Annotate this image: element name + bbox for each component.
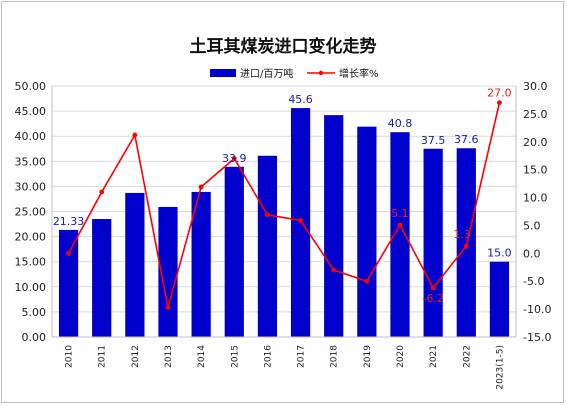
line-point	[198, 184, 204, 190]
bar	[390, 132, 410, 337]
legend-bar-label: 进口/百万吨	[240, 67, 293, 80]
line-point	[331, 267, 337, 273]
x-tick-label: 2015	[230, 345, 240, 368]
y-left-tick-label: 30.00	[15, 180, 47, 193]
line-point	[430, 285, 436, 291]
x-tick-label: 2020	[396, 345, 406, 368]
x-tick-label: 2021	[429, 345, 439, 368]
data-labels: 21.33 33.9 45.6 40.8 37.5 37.6 15.0 5.1 -6.2 1.3 2…	[53, 87, 512, 305]
bar	[224, 166, 244, 337]
y-right-tick-label: 20.0	[523, 136, 548, 149]
x-tick-label: 2016	[263, 345, 273, 368]
line-point	[497, 100, 502, 106]
y-left-tick-label: 35.00	[15, 155, 47, 168]
bars	[58, 108, 510, 337]
y-right-tick-label: -5.0	[523, 275, 544, 288]
line-point	[165, 305, 171, 310]
chart-title: 土耳其煤炭进口变化走势	[190, 36, 377, 57]
y-right-tick-label: 30.0	[523, 80, 548, 93]
x-tick-label: 2013	[164, 345, 174, 368]
bar	[489, 261, 510, 337]
growth-line-path	[67, 102, 501, 308]
x-tick-label: 2014	[197, 345, 207, 368]
bar-data-label: 33.9	[222, 152, 247, 165]
bar	[423, 148, 443, 337]
line-point	[397, 222, 403, 228]
bar-data-label: 15.0	[487, 247, 512, 260]
y-left-tick-label: 45.00	[15, 105, 47, 118]
line-point	[265, 212, 270, 218]
line-point	[99, 189, 105, 195]
bar-data-label: 40.8	[388, 117, 413, 130]
line-data-label: -6.2	[422, 292, 443, 305]
legend: 进口/百万吨 增长率%	[210, 67, 379, 80]
bar	[58, 229, 79, 337]
x-tick-label: 2019	[363, 345, 373, 368]
line-point	[298, 218, 303, 223]
gridlines	[52, 85, 516, 338]
x-axis: 2010 2011 2012 2013 2014 2015 2016 2017 2018 2019…	[52, 336, 516, 390]
legend-line-marker	[318, 70, 324, 76]
bar	[357, 126, 377, 337]
bar	[324, 115, 344, 337]
x-tick-label: 2022	[462, 345, 472, 368]
y-left-tick-label: 15.00	[15, 256, 47, 269]
y-right-tick-label: -15.0	[523, 331, 551, 344]
line-data-label: 1.3	[454, 228, 472, 241]
line-point	[132, 132, 138, 138]
line-point	[463, 243, 469, 249]
y-left-tick-label: 50.00	[15, 80, 47, 93]
y-axis-left: 0.00 5.00 10.00 15.00 20.00 25.00 30.00 35.00 40…	[15, 80, 53, 344]
bar	[92, 219, 112, 337]
line-point	[364, 278, 370, 284]
y-right-tick-label: 25.0	[523, 108, 548, 121]
y-right-tick-label: 0.0	[523, 247, 541, 260]
bar	[257, 155, 278, 337]
y-right-tick-label: 10.0	[523, 192, 548, 205]
y-left-tick-label: 40.00	[15, 130, 47, 143]
line-point	[66, 250, 71, 256]
y-left-tick-label: 0.00	[22, 331, 47, 344]
growth-line	[66, 100, 502, 310]
x-tick-label: 2011	[98, 345, 108, 368]
line-data-label: 27.0	[487, 87, 512, 100]
x-tick-label: 2012	[131, 345, 141, 368]
bar-data-label: 45.6	[288, 93, 313, 106]
bar	[191, 191, 211, 337]
bar-data-label: 37.6	[454, 133, 479, 146]
line-data-label: 5.1	[391, 207, 409, 220]
y-left-tick-label: 10.00	[15, 281, 47, 294]
x-tick-label: 2023(1-5)	[495, 345, 505, 390]
legend-line-label: 增长率%	[339, 67, 379, 80]
y-left-tick-label: 25.00	[15, 206, 47, 219]
x-tick-label: 2017	[297, 345, 307, 368]
bar	[158, 206, 178, 337]
x-tick-label: 2018	[330, 345, 340, 368]
y-right-tick-label: -10.0	[523, 303, 551, 316]
y-axis-right: -15.0 -10.0 -5.0 0.0 5.0 10.0 15.0 20.0 25.0 30.0	[515, 80, 551, 344]
y-left-tick-label: 20.00	[15, 231, 47, 244]
bar-data-label: 37.5	[421, 134, 446, 147]
y-right-tick-label: 15.0	[523, 164, 548, 177]
legend-bar-swatch	[210, 69, 236, 77]
bar-data-label: 21.33	[53, 215, 85, 228]
x-tick-label: 2010	[65, 345, 75, 368]
y-right-tick-label: 5.0	[523, 219, 541, 232]
y-left-tick-label: 5.00	[22, 306, 47, 319]
line-point	[231, 156, 237, 161]
bar	[125, 192, 145, 337]
